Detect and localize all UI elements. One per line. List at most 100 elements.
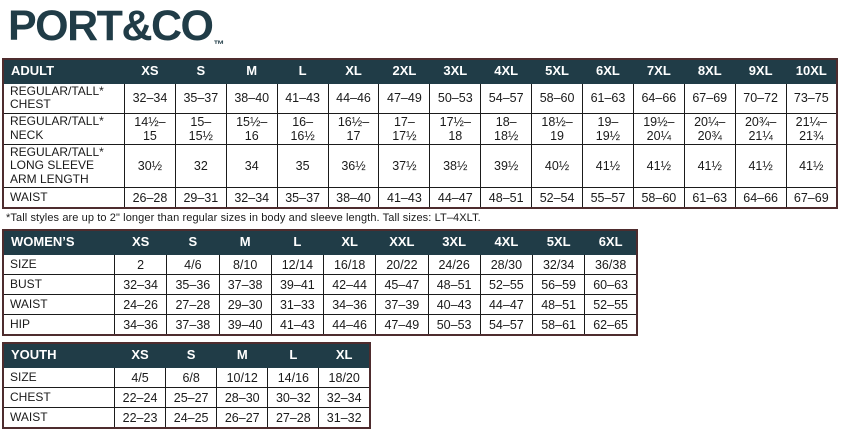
adult-measurement-cell: 14½–15	[124, 112, 176, 145]
adult-measurement-cell: 21¼– 21¾	[785, 112, 838, 145]
adult-measurement-cell: 39½	[480, 143, 533, 189]
youth-table-title: YOUTH	[2, 342, 115, 369]
youth-measurement-cell: 22–24	[113, 387, 167, 409]
womens-size-col-header: 4XL	[479, 229, 534, 256]
adult-size-col-header: 8XL	[683, 58, 736, 84]
womens-measurement-cell: 12/14	[270, 254, 325, 276]
womens-measurement-cell: 48–51	[531, 294, 586, 316]
womens-size-col-header: XS	[113, 229, 168, 256]
womens-measurement-cell: 34–36	[113, 314, 168, 336]
adult-size-col-header: 2XL	[378, 58, 431, 84]
adult-measurement-cell: 58–60	[632, 187, 685, 209]
womens-measurement-cell: 35–36	[166, 274, 220, 296]
womens-row-label: SIZE	[2, 254, 115, 276]
adult-table-title: ADULT	[2, 58, 125, 84]
adult-measurement-row: WAIST 26–28 29–31 32–34 35–37 38–40 41–43 44–47…	[2, 187, 838, 209]
womens-measurement-cell: 20/22	[375, 254, 429, 276]
youth-measurement-cell: 4/5	[113, 367, 167, 389]
womens-measurement-cell: 31–33	[270, 294, 325, 316]
adult-measurement-cell: 30½	[124, 143, 176, 189]
adult-measurement-cell: 32	[174, 143, 227, 189]
adult-measurement-cell: 64–66	[734, 187, 787, 209]
adult-measurement-cell: 55–57	[582, 187, 634, 209]
womens-size-col-header: S	[166, 229, 220, 256]
youth-measurement-row: CHEST 22–24 25–27 28–30 30–32 32–34	[2, 387, 371, 409]
adult-measurement-cell: 41½	[785, 143, 838, 189]
womens-measurement-cell: 45–47	[375, 274, 429, 296]
adult-size-table: ADULT XS S M L XL 2XL 3XL 4XL 5XL 6XL 7XL 8XL 9XL 10X…	[2, 58, 838, 210]
womens-measurement-cell: 27–28	[166, 294, 220, 316]
adult-header-row: ADULT XS S M L XL 2XL 3XL 4XL 5XL 6XL 7XL 8XL 9XL 10X…	[2, 58, 838, 84]
brand-logo-text: PORT&CO	[8, 2, 214, 50]
adult-measurement-cell: 47–49	[378, 83, 431, 114]
adult-measurement-cell: 52–54	[531, 187, 584, 209]
womens-header-row: WOMEN’S XS S M L XL XXL 3XL 4XL 5XL 6XL	[2, 229, 638, 256]
womens-size-col-header: 5XL	[531, 229, 586, 256]
adult-measurement-cell: 38½	[429, 143, 482, 189]
adult-measurement-cell: 38–40	[225, 83, 278, 114]
youth-size-col-header: XL	[318, 342, 371, 369]
womens-measurement-cell: 16/18	[322, 254, 377, 276]
womens-row-label: WAIST	[2, 294, 115, 316]
womens-measurement-row: SIZE 2 4/6 8/10 12/14 16/18 20/22 24/26 28/30 32/…	[2, 254, 638, 276]
womens-measurement-cell: 29–30	[218, 294, 272, 316]
adult-measurement-cell: 50–53	[429, 83, 482, 114]
adult-measurement-cell: 70–72	[734, 83, 787, 114]
adult-size-col-header: 9XL	[734, 58, 787, 84]
youth-size-col-header: XS	[113, 342, 167, 369]
adult-size-col-header: S	[174, 58, 227, 84]
adult-measurement-cell: 35	[276, 143, 329, 189]
adult-measurement-row: REGULAR/TALL* LONG SLEEVE ARM LENGTH 30½ 3…	[2, 143, 838, 189]
womens-size-col-header: 6XL	[584, 229, 638, 256]
womens-measurement-cell: 40–43	[427, 294, 481, 316]
youth-measurement-cell: 18/20	[318, 367, 371, 389]
adult-measurement-cell: 61–63	[582, 83, 634, 114]
youth-measurement-cell: 28–30	[216, 387, 269, 409]
adult-size-col-header: L	[276, 58, 329, 84]
youth-size-table: YOUTH XS S M L XL SIZE 4/5 6/8 10/12 14/16 18/20 C…	[2, 342, 371, 429]
youth-size-col-header: M	[216, 342, 269, 369]
adult-measurement-row: REGULAR/TALL* NECK 14½–15 15–15½ 15½–16 16–1…	[2, 112, 838, 145]
womens-measurement-cell: 34–36	[322, 294, 377, 316]
youth-measurement-row: SIZE 4/5 6/8 10/12 14/16 18/20	[2, 367, 371, 389]
adult-measurement-cell: 44–46	[327, 83, 380, 114]
womens-measurement-cell: 8/10	[218, 254, 272, 276]
youth-measurement-cell: 10/12	[216, 367, 269, 389]
adult-measurement-cell: 44–47	[429, 187, 482, 209]
adult-measurement-cell: 73–75	[785, 83, 838, 114]
youth-measurement-cell: 30–32	[267, 387, 320, 409]
womens-measurement-cell: 48–51	[427, 274, 481, 296]
adult-measurement-row: REGULAR/TALL* CHEST 32–34 35–37 38–40 41–43 4…	[2, 83, 838, 114]
adult-row-label: REGULAR/TALL* LONG SLEEVE ARM LENGTH	[2, 143, 125, 189]
womens-measurement-cell: 56–59	[531, 274, 586, 296]
youth-row-label: WAIST	[2, 407, 115, 429]
youth-measurement-cell: 31–32	[318, 407, 371, 429]
adult-measurement-cell: 38–40	[327, 187, 380, 209]
womens-measurement-row: HIP 34–36 37–38 39–40 41–43 44–46 47–49 50–53 54…	[2, 314, 638, 336]
womens-row-label: BUST	[2, 274, 115, 296]
youth-measurement-cell: 6/8	[165, 367, 218, 389]
womens-measurement-cell: 37–38	[166, 314, 220, 336]
womens-measurement-cell: 39–40	[218, 314, 272, 336]
adult-measurement-cell: 35–37	[276, 187, 329, 209]
adult-size-col-header: 4XL	[480, 58, 533, 84]
youth-measurement-cell: 32–34	[318, 387, 371, 409]
adult-measurement-cell: 40½	[531, 143, 584, 189]
womens-measurement-cell: 37–39	[375, 294, 429, 316]
adult-measurement-cell: 16½–17	[327, 112, 380, 145]
adult-measurement-cell: 15½–16	[225, 112, 278, 145]
youth-measurement-cell: 24–25	[165, 407, 218, 429]
adult-size-col-header: XS	[124, 58, 176, 84]
womens-measurement-cell: 24–26	[113, 294, 168, 316]
youth-header-row: YOUTH XS S M L XL	[2, 342, 371, 369]
womens-table-body: SIZE 2 4/6 8/10 12/14 16/18 20/22 24/26 28/30 32/…	[2, 254, 638, 336]
womens-measurement-cell: 58–61	[531, 314, 586, 336]
adult-measurement-cell: 36½	[327, 143, 380, 189]
adult-size-col-header: 3XL	[429, 58, 482, 84]
brand-logo: PORT&CO ™	[2, 0, 841, 58]
womens-measurement-cell: 50–53	[427, 314, 481, 336]
adult-size-col-header: 10XL	[785, 58, 838, 84]
adult-row-label: REGULAR/TALL* NECK	[2, 112, 125, 145]
womens-measurement-row: WAIST 24–26 27–28 29–30 31–33 34–36 37–39 40–43…	[2, 294, 638, 316]
adult-measurement-cell: 41½	[683, 143, 736, 189]
